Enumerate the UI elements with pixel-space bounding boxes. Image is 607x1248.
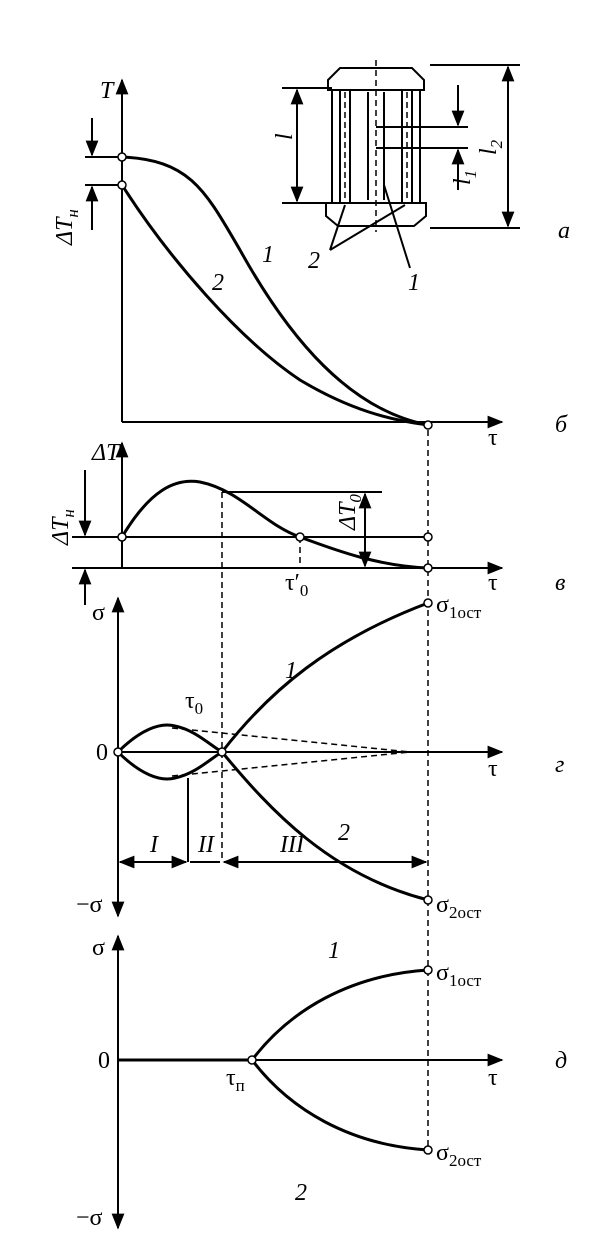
end-label: σ2ост <box>436 1140 482 1170</box>
curve-label: 1 <box>328 938 340 964</box>
label: τ <box>185 688 195 714</box>
stage-label: I <box>149 832 159 858</box>
label: 1 <box>408 270 420 296</box>
axis-label: τ <box>488 570 498 596</box>
stage-label: II <box>197 832 215 858</box>
end-label: σ1ост <box>436 592 482 622</box>
label: τ <box>226 1065 236 1091</box>
axis-label: 0 <box>98 1048 110 1074</box>
axis-label: σ <box>92 935 105 961</box>
label: l <box>476 148 502 155</box>
end-label: σ <box>436 1140 449 1166</box>
curve-label: 2 <box>212 270 224 296</box>
end-label: 1ост <box>449 603 482 622</box>
label: ΔT <box>52 216 78 246</box>
end-label: σ1ост <box>436 960 482 990</box>
label: 0 <box>195 699 204 718</box>
label: l2 <box>476 139 506 155</box>
label: l <box>272 133 298 140</box>
end-label: σ <box>436 960 449 986</box>
label: τ′0 <box>285 570 308 600</box>
label: 2 <box>487 139 506 148</box>
label: п <box>236 1076 245 1095</box>
label: τ0 <box>185 688 203 718</box>
curve-label: 2 <box>338 820 350 846</box>
axis-label: τ <box>488 425 498 451</box>
panel-v <box>72 441 504 752</box>
curve-label: 1 <box>285 658 297 684</box>
vessel-drawing <box>282 60 520 269</box>
label: ΔT <box>335 501 361 531</box>
axis-label: ΔT <box>91 440 121 466</box>
label: 2 <box>308 248 320 274</box>
end-label: σ <box>436 892 449 918</box>
end-label: σ <box>436 592 449 618</box>
axis-label: T <box>100 78 115 104</box>
panel-g <box>111 596 504 918</box>
curve-label: 1 <box>262 242 274 268</box>
label: н <box>59 509 78 517</box>
panel-letter: б <box>555 412 568 438</box>
label: ΔT <box>48 516 74 546</box>
panel-d <box>111 934 504 1230</box>
label: ΔTн <box>52 209 82 246</box>
end-label: 1ост <box>449 971 482 990</box>
end-label: σ2ост <box>436 892 482 922</box>
label: l <box>450 178 476 185</box>
label: τ′ <box>285 570 300 596</box>
end-label: 2ост <box>449 903 482 922</box>
panel-letter: в <box>555 570 565 596</box>
panel-b <box>85 78 504 1150</box>
panel-letter: г <box>555 752 564 778</box>
axis-label: ΔT <box>91 440 121 466</box>
stage-label: III <box>279 832 305 858</box>
label: 1 <box>461 170 480 179</box>
label: ΔTн <box>48 509 78 546</box>
axis-label: −σ <box>76 892 103 918</box>
label: 0 <box>300 581 309 600</box>
panel-letter: а <box>558 218 570 244</box>
panel-letter: д <box>555 1048 567 1074</box>
axis-label: −σ <box>76 1205 103 1231</box>
axis-label: σ <box>92 600 105 626</box>
axis-label: τ <box>488 1065 498 1091</box>
axis-label: 0 <box>96 740 108 766</box>
label: l1 <box>450 170 480 185</box>
label: н <box>63 209 82 217</box>
end-label: 2ост <box>449 1151 482 1170</box>
curve-label: 2 <box>295 1180 307 1206</box>
axis-label: τ <box>488 756 498 782</box>
label: l <box>272 133 298 140</box>
label: ΔT0 <box>335 494 365 531</box>
label: τп <box>226 1065 245 1095</box>
label: 0 <box>346 494 365 503</box>
